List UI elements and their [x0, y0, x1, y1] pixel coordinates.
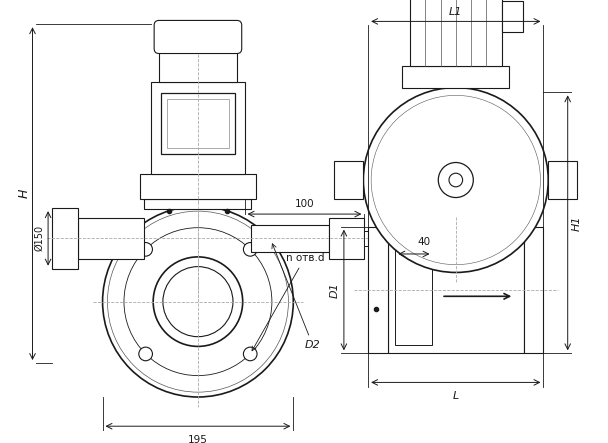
Circle shape: [163, 267, 233, 337]
Circle shape: [153, 257, 243, 346]
Circle shape: [139, 243, 153, 256]
Bar: [161, 93, 235, 154]
Bar: [145, 198, 252, 209]
Text: 195: 195: [188, 435, 208, 443]
Bar: [78, 218, 145, 259]
Bar: [402, 66, 510, 88]
Circle shape: [108, 211, 288, 392]
Bar: [159, 39, 237, 82]
Circle shape: [139, 347, 153, 361]
Circle shape: [243, 347, 257, 361]
Bar: [395, 234, 432, 346]
Bar: [52, 208, 78, 268]
Text: L: L: [453, 391, 459, 401]
Circle shape: [103, 206, 293, 397]
Bar: [502, 1, 523, 32]
Text: H1: H1: [572, 215, 581, 231]
Text: D2: D2: [272, 244, 321, 350]
Bar: [252, 225, 330, 252]
Bar: [388, 227, 524, 353]
Circle shape: [438, 163, 473, 198]
Bar: [330, 218, 364, 259]
Bar: [334, 160, 364, 199]
Text: L1: L1: [449, 7, 463, 17]
Bar: [151, 82, 244, 174]
Bar: [364, 231, 374, 246]
Bar: [548, 160, 578, 199]
Bar: [368, 227, 388, 353]
Bar: [140, 174, 257, 198]
Circle shape: [371, 95, 541, 264]
FancyBboxPatch shape: [154, 20, 242, 54]
Text: Ø150: Ø150: [34, 225, 44, 252]
Text: 40: 40: [417, 237, 430, 247]
Bar: [167, 99, 229, 148]
Circle shape: [243, 243, 257, 256]
Circle shape: [364, 88, 548, 272]
Text: D1: D1: [330, 282, 340, 298]
Circle shape: [449, 173, 463, 187]
Text: n отв.d: n отв.d: [252, 253, 324, 351]
Text: H: H: [17, 189, 30, 198]
Bar: [524, 227, 544, 353]
Circle shape: [124, 228, 272, 376]
Bar: [410, 0, 502, 66]
Text: 100: 100: [295, 199, 314, 210]
